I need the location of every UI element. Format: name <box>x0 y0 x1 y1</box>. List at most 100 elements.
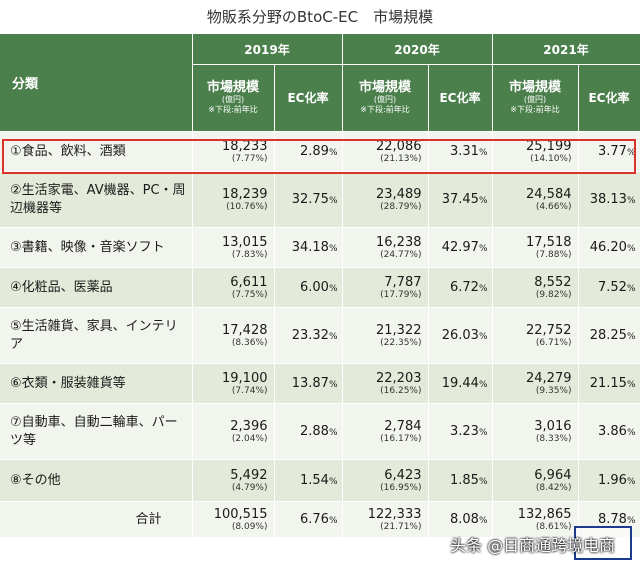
market-size-value: 16,238 <box>376 234 422 250</box>
category-name: ①食品、飲料、酒類 <box>0 131 193 172</box>
ec-rate-value: 19.44 <box>441 376 479 391</box>
ec-rate-value: 8.78 <box>597 512 627 527</box>
year-header-2020: 2020年 <box>342 34 493 65</box>
yoy-growth-value: (7.74%) <box>231 385 268 396</box>
market-size-value: 8,552 <box>534 274 572 290</box>
ec-rate-value: 6.76 <box>299 512 329 527</box>
market-size-cell-2019: 5,492 (4.79%) <box>192 459 275 502</box>
table-row: ⑤生活雑貨、家具、インテリア 17,428 (8.36%) 23.32% 21,322(… <box>0 307 640 364</box>
percent-sign: % <box>478 516 488 526</box>
ec-rate-value: 1.54 <box>299 473 329 488</box>
market-size-cell-2021: 17,518 (7.88%) <box>492 227 579 268</box>
market-size-cell-2021: 24,279 (9.35%) <box>492 363 579 404</box>
yoy-growth-value: (7.75%) <box>231 289 268 300</box>
market-size-cell-2020: 22,203 (16.25%) <box>342 363 429 404</box>
market-size-value: 13,015 <box>222 234 268 250</box>
yoy-growth-value: (6.71%) <box>535 337 572 348</box>
ec-rate-cell-2020: 37.45% <box>428 171 493 228</box>
ec-rate-value: 8.08 <box>449 512 479 527</box>
ec-rate-cell-2020: 42.97% <box>428 227 493 268</box>
ec-rate-value: 21.15 <box>589 376 627 391</box>
ec-rate-value: 28.25 <box>589 328 627 343</box>
ec-rate-value: 7.52 <box>597 280 627 295</box>
yoy-growth-value: (8.36%) <box>231 337 268 348</box>
year-header-2019: 2019年 <box>192 34 343 65</box>
market-size-cell-2021: 24,584 (4.66%) <box>492 171 579 228</box>
table-row: ⑧その他 5,492 (4.79%) 1.54% 6,423 (16.95%) 1.85% 6… <box>0 459 640 502</box>
yoy-growth-value: (7.77%) <box>231 153 268 164</box>
ec-rate-cell-2019: 1.54% <box>274 459 343 502</box>
market-size-header-2019: 市場規模 (億円) ※下段:前年比 <box>192 64 275 132</box>
table-row: ⑥衣類・服装雑貨等 19,100 (7.74%) 13.87% 22,203 (16.25… <box>0 363 640 404</box>
market-size-value: 24,279 <box>526 370 572 386</box>
yoy-growth-value: (7.83%) <box>231 249 268 260</box>
ec-rate-cell-2019: 32.75% <box>274 171 343 228</box>
market-size-cell-2020: 16,238 (24.77%) <box>342 227 429 268</box>
market-size-cell-2021: 8,552 (9.82%) <box>492 267 579 308</box>
ec-rate-value: 2.88 <box>299 424 329 439</box>
percent-sign: % <box>478 148 488 158</box>
ec-rate-value: 3.86 <box>597 424 627 439</box>
category-header: 分類 <box>0 34 193 132</box>
yoy-growth-value: (8.33%) <box>535 433 572 444</box>
yoy-growth-value: (21.13%) <box>380 153 422 164</box>
yoy-growth-value: (2.04%) <box>231 433 268 444</box>
market-size-value: 100,515 <box>213 506 268 522</box>
ec-rate-cell-2019: 13.87% <box>274 363 343 404</box>
watermark-text: 头条 @日商通跨境电商 <box>450 536 616 555</box>
table-title: 物販系分野のBtoC-EC 市場規模 <box>206 8 434 26</box>
ec-rate-cell-2021: 38.13% <box>578 171 640 228</box>
market-size-cell-2019: 6,611 (7.75%) <box>192 267 275 308</box>
yoy-growth-value: (10.76%) <box>226 201 268 212</box>
yoy-growth-value: (4.66%) <box>535 201 572 212</box>
ec-rate-value: 2.89 <box>299 144 329 159</box>
table-row: ④化粧品、医薬品 6,611 (7.75%) 6.00% 7,787 (17.79%) 6.… <box>0 267 640 308</box>
total-row: 合計 100,515 (8.09%) 6.76% 122,333 (21.71%) 8.08… <box>0 501 640 538</box>
category-name: ③書籍、映像・音楽ソフト <box>0 227 193 268</box>
ec-rate-cell-2019: 6.76% <box>274 501 343 538</box>
market-size-value: 132,865 <box>517 506 572 522</box>
market-size-cell-2020: 122,333 (21.71%) <box>342 501 429 538</box>
market-size-header-2021: 市場規模 (億円) ※下段:前年比 <box>492 64 579 132</box>
yoy-growth-value: (17.79%) <box>380 289 422 300</box>
market-size-value: 17,428 <box>222 322 268 338</box>
ec-rate-header-2021: EC化率 <box>578 64 640 132</box>
ec-rate-value: 34.18 <box>291 240 329 255</box>
market-size-value: 6,964 <box>534 467 572 483</box>
ec-rate-value: 3.23 <box>449 424 479 439</box>
percent-sign: % <box>478 332 488 342</box>
market-size-cell-2019: 18,239 (10.76%) <box>192 171 275 228</box>
category-name: ⑧その他 <box>0 459 193 502</box>
market-size-value: 6,611 <box>230 274 268 290</box>
market-size-value: 18,239 <box>222 186 268 202</box>
category-name: ②生活家電、AV機器、PC・周辺機器等 <box>0 171 193 228</box>
ec-rate-value: 3.31 <box>449 144 479 159</box>
ec-rate-header-2020: EC化率 <box>428 64 493 132</box>
market-size-value: 18,233 <box>222 138 268 154</box>
market-size-value: 2,396 <box>230 418 268 434</box>
market-size-value: 22,752 <box>526 322 572 338</box>
percent-sign: % <box>626 380 636 390</box>
market-size-value: 17,518 <box>526 234 572 250</box>
market-size-cell-2021: 25,199 (14.10%) <box>492 131 579 172</box>
yoy-growth-value: (8.61%) <box>535 521 572 532</box>
ec-rate-value: 6.00 <box>299 280 329 295</box>
ec-rate-cell-2021: 46.20% <box>578 227 640 268</box>
market-size-table: 分類 2019年 2020年 2021年 市場規模 (億円) ※下段:前年比 E… <box>0 34 640 538</box>
percent-sign: % <box>328 380 338 390</box>
ec-rate-cell-2021: 3.77% <box>578 131 640 172</box>
market-size-cell-2019: 13,015 (7.83%) <box>192 227 275 268</box>
market-size-value: 5,492 <box>230 467 268 483</box>
market-size-value: 3,016 <box>534 418 572 434</box>
market-size-value: 22,203 <box>376 370 422 386</box>
category-name: ⑦自動車、自動二輪車、パーツ等 <box>0 403 193 460</box>
yoy-growth-value: (9.35%) <box>535 385 572 396</box>
percent-sign: % <box>328 284 338 294</box>
percent-sign: % <box>328 196 338 206</box>
percent-sign: % <box>328 332 338 342</box>
ec-rate-cell-2019: 2.89% <box>274 131 343 172</box>
category-name: 合計 <box>0 501 193 538</box>
yoy-growth-value: (22.35%) <box>380 337 422 348</box>
percent-sign: % <box>626 196 636 206</box>
ec-rate-value: 1.96 <box>597 473 627 488</box>
